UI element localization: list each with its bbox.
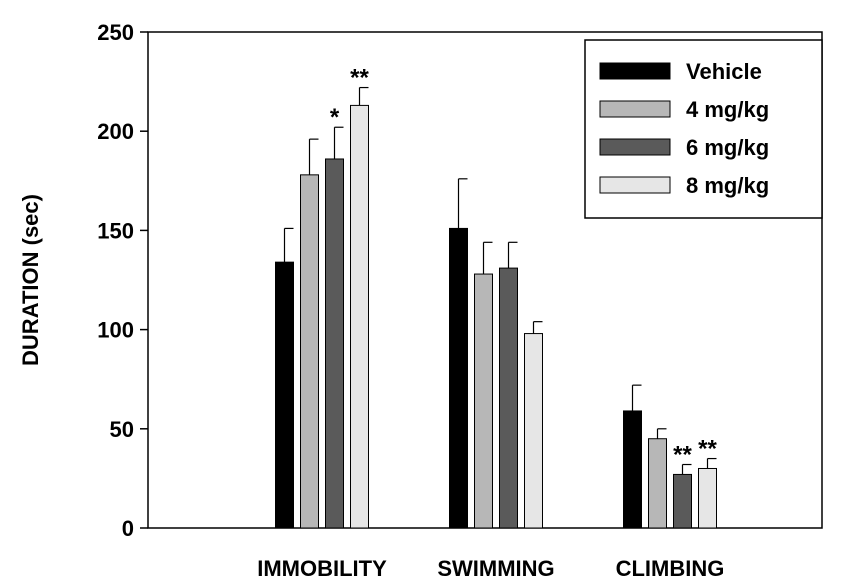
significance-marker: * [330, 104, 340, 131]
bar [325, 158, 344, 529]
significance-marker: ** [698, 436, 717, 463]
bar [275, 261, 294, 529]
legend-label: 4 mg/kg [686, 97, 769, 122]
bar [673, 473, 692, 529]
legend-swatch [599, 138, 671, 156]
legend-label: Vehicle [686, 59, 762, 84]
significance-marker: ** [673, 442, 692, 469]
bar [449, 227, 468, 529]
legend-label: 6 mg/kg [686, 135, 769, 160]
bar [474, 273, 493, 529]
legend-swatch [599, 62, 671, 80]
x-category-label: CLIMBING [616, 556, 725, 581]
y-tick-label: 50 [110, 417, 134, 442]
y-axis-label: DURATION (sec) [18, 194, 43, 366]
legend-swatch [599, 176, 671, 194]
y-tick-label: 200 [97, 119, 134, 144]
y-tick-label: 0 [122, 516, 134, 541]
bar [300, 174, 319, 529]
y-tick-label: 250 [97, 20, 134, 45]
significance-marker: ** [350, 65, 369, 92]
bar [350, 104, 369, 529]
legend-swatch [599, 100, 671, 118]
bar [648, 438, 667, 529]
bar [499, 267, 518, 529]
bar [698, 467, 717, 529]
legend-label: 8 mg/kg [686, 173, 769, 198]
x-category-label: SWIMMING [437, 556, 554, 581]
x-category-label: IMMOBILITY [257, 556, 387, 581]
y-tick-label: 150 [97, 218, 134, 243]
bar [524, 333, 543, 529]
bar [623, 410, 642, 529]
y-tick-label: 100 [97, 318, 134, 343]
